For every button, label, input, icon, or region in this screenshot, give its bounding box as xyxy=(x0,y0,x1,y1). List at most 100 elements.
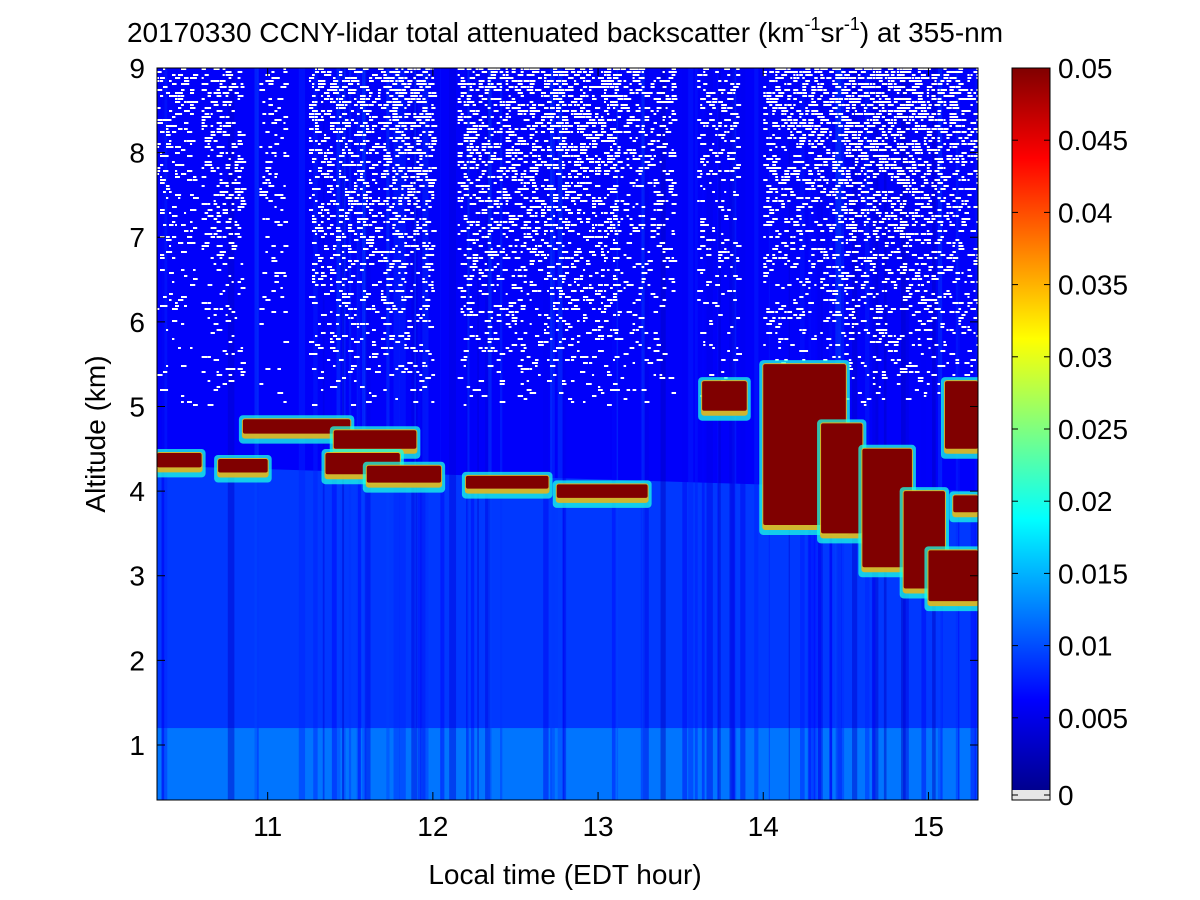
noise-speck xyxy=(329,233,335,235)
noise-speck xyxy=(466,155,473,157)
noise-speck xyxy=(814,110,819,112)
noise-speck xyxy=(335,236,341,238)
noise-speck xyxy=(404,137,410,139)
noise-speck xyxy=(881,92,885,94)
noise-speck xyxy=(896,173,902,175)
noise-speck xyxy=(561,185,568,187)
noise-speck xyxy=(573,161,579,163)
noise-speck xyxy=(893,218,898,220)
noise-speck xyxy=(582,188,589,190)
noise-speck xyxy=(811,98,814,100)
noise-speck xyxy=(884,269,891,271)
noise-speck xyxy=(899,203,903,205)
noise-speck xyxy=(905,296,912,298)
noise-speck xyxy=(472,263,477,265)
noise-speck xyxy=(811,110,818,112)
noise-speck xyxy=(781,203,785,205)
noise-speck xyxy=(763,215,770,217)
noise-speck xyxy=(896,98,903,100)
noise-speck xyxy=(908,305,913,307)
noise-speck xyxy=(262,194,267,196)
noise-speck xyxy=(887,104,893,106)
noise-speck xyxy=(845,242,849,244)
noise-speck xyxy=(582,167,589,169)
noise-speck xyxy=(887,272,894,274)
noise-speck xyxy=(914,290,920,292)
noise-speck xyxy=(733,122,739,124)
noise-speck xyxy=(478,290,483,292)
noise-speck xyxy=(617,161,623,163)
noise-speck xyxy=(216,212,220,214)
noise-speck xyxy=(413,89,419,91)
noise-speck xyxy=(259,146,263,148)
noise-speck xyxy=(597,158,602,160)
noise-speck xyxy=(817,143,824,145)
noise-speck xyxy=(561,257,565,259)
noise-speck xyxy=(721,293,725,295)
noise-speck xyxy=(425,176,428,178)
noise-speck xyxy=(609,86,615,88)
noise-speck xyxy=(872,149,879,151)
noise-speck xyxy=(395,155,400,157)
noise-speck xyxy=(718,125,722,127)
noise-speck xyxy=(893,140,897,142)
noise-speck xyxy=(668,185,674,187)
noise-speck xyxy=(703,68,710,70)
noise-speck xyxy=(274,119,281,121)
noise-speck xyxy=(314,272,319,274)
noise-speck xyxy=(802,224,806,226)
noise-speck xyxy=(626,194,631,196)
noise-speck xyxy=(872,254,878,256)
noise-speck xyxy=(280,272,286,274)
noise-speck xyxy=(561,137,567,139)
noise-speck xyxy=(724,68,730,70)
noise-speck xyxy=(724,239,730,241)
noise-speck xyxy=(543,74,549,76)
noise-speck xyxy=(175,113,179,115)
noise-speck xyxy=(496,245,501,247)
noise-speck xyxy=(570,68,575,70)
noise-speck xyxy=(463,122,468,124)
noise-speck xyxy=(970,89,973,91)
noise-speck xyxy=(549,230,554,232)
noise-speck xyxy=(823,284,829,286)
noise-speck xyxy=(787,179,790,181)
noise-speck xyxy=(854,113,860,115)
noise-speck xyxy=(790,77,793,79)
noise-speck xyxy=(612,95,619,97)
noise-speck xyxy=(697,74,703,76)
noise-speck xyxy=(537,77,542,79)
noise-speck xyxy=(908,143,915,145)
noise-speck xyxy=(368,245,374,247)
noise-speck xyxy=(335,128,342,130)
noise-speck xyxy=(216,92,221,94)
noise-speck xyxy=(395,188,398,190)
noise-speck xyxy=(961,245,964,247)
noise-speck xyxy=(558,242,562,244)
noise-speck xyxy=(863,272,867,274)
noise-speck xyxy=(890,281,897,283)
noise-speck xyxy=(478,245,483,247)
noise-speck xyxy=(727,155,730,157)
noise-speck xyxy=(353,188,357,190)
noise-speck xyxy=(844,272,850,274)
noise-speck xyxy=(362,296,369,298)
noise-speck xyxy=(332,101,336,103)
noise-speck xyxy=(496,284,499,286)
noise-speck xyxy=(644,119,650,121)
noise-speck xyxy=(656,233,660,235)
noise-speck xyxy=(594,167,601,169)
noise-speck xyxy=(395,290,400,292)
noise-speck xyxy=(311,113,315,115)
noise-speck xyxy=(332,86,339,88)
noise-speck xyxy=(793,266,797,268)
noise-speck xyxy=(338,71,343,73)
noise-speck xyxy=(662,224,666,226)
noise-speck xyxy=(591,230,595,232)
noise-speck xyxy=(308,182,313,184)
noise-speck xyxy=(365,185,370,187)
noise-speck xyxy=(899,173,906,175)
noise-speck xyxy=(392,224,396,226)
noise-speck xyxy=(326,71,332,73)
noise-speck xyxy=(905,68,911,70)
